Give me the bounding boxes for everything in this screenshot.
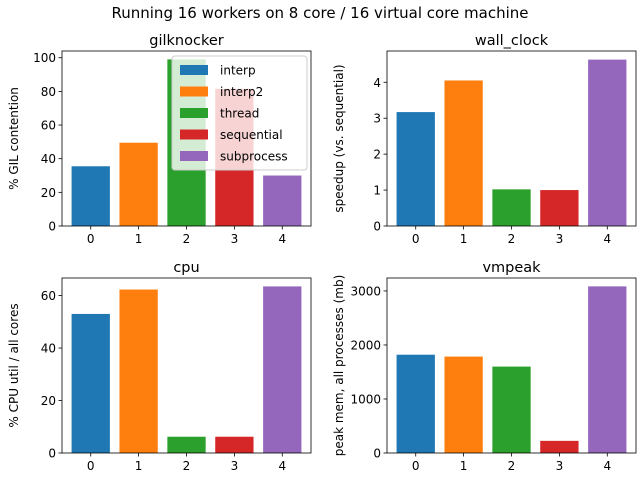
x-tick-label: 2 [183, 232, 191, 246]
bar-0 [396, 354, 435, 453]
x-tick-label: 4 [278, 459, 286, 473]
y-tick-label: 0 [373, 447, 381, 461]
x-tick-label: 0 [412, 459, 420, 473]
legend-label: interp [220, 64, 256, 78]
chart-title: wall_clock [475, 33, 549, 49]
bar-1 [444, 356, 483, 453]
y-tick-label: 1 [373, 184, 381, 198]
y-tick-label: 0 [373, 220, 381, 234]
bar-0 [396, 112, 435, 226]
legend: interp interp2 thread sequential subprocess [171, 55, 308, 171]
y-tick-label: 20 [41, 394, 56, 408]
y-tick-label: 2 [373, 148, 381, 162]
y-tick-label: 40 [41, 342, 56, 356]
chart-title: gilknocker [149, 33, 223, 49]
x-tick-label: 4 [603, 232, 611, 246]
bar-4 [263, 286, 302, 453]
y-tick-label: 100 [33, 51, 56, 65]
y-tick-label: 60 [41, 119, 56, 133]
legend-swatch [180, 86, 208, 97]
y-tick-label: 60 [41, 289, 56, 303]
legend-box [171, 55, 308, 171]
bar-3 [540, 190, 579, 226]
bar-4 [588, 59, 627, 227]
bar-1 [119, 289, 158, 453]
y-tick-label: 20 [41, 186, 56, 200]
y-axis-label: % GIL contention [7, 87, 21, 190]
x-tick-label: 0 [87, 232, 95, 246]
legend-label: subprocess [220, 150, 288, 164]
legend-swatch [180, 129, 208, 140]
x-tick-label: 1 [460, 232, 468, 246]
chart-title: vmpeak [482, 260, 541, 276]
x-tick-label: 0 [87, 459, 95, 473]
y-axis-label: speedup (vs. sequential) [332, 64, 346, 212]
bar-0 [71, 313, 110, 453]
y-axis-label: % CPU util / all cores [7, 303, 21, 427]
y-axis-label: peak mem, all processes (mb) [332, 275, 346, 457]
bar-2 [492, 366, 531, 453]
x-tick-label: 3 [556, 459, 564, 473]
legend-label: sequential [220, 128, 283, 142]
y-tick-label: 0 [48, 447, 56, 461]
bar-4 [263, 175, 302, 226]
y-tick-label: 2000 [350, 338, 381, 352]
bar-1 [444, 80, 483, 226]
x-tick-label: 2 [183, 459, 191, 473]
x-tick-label: 3 [556, 232, 564, 246]
y-tick-label: 3000 [350, 284, 381, 298]
x-tick-label: 2 [508, 459, 516, 473]
bar-2 [167, 436, 206, 453]
y-tick-label: 3 [373, 112, 381, 126]
y-tick-label: 80 [41, 85, 56, 99]
x-tick-label: 4 [278, 232, 286, 246]
legend-swatch [180, 65, 208, 75]
x-tick-label: 3 [231, 459, 239, 473]
bar-3 [540, 440, 579, 453]
x-tick-label: 1 [135, 232, 143, 246]
bar-3 [215, 436, 254, 453]
bar-1 [119, 142, 158, 226]
figure-title: Running 16 workers on 8 core / 16 virtua… [112, 4, 529, 22]
x-tick-label: 0 [412, 232, 420, 246]
legend-label: thread [220, 107, 259, 121]
bar-4 [588, 286, 627, 453]
legend-label: interp2 [220, 85, 263, 99]
chart-title: cpu [173, 260, 199, 276]
legend-swatch [180, 108, 208, 118]
x-tick-label: 1 [135, 459, 143, 473]
x-tick-label: 1 [460, 459, 468, 473]
chart-vmpeak: 0 1 2 3 4 0 1000 2000 3000 vmpeak peak mem, all pr… [332, 260, 637, 473]
y-tick-label: 40 [41, 152, 56, 166]
bar-2 [492, 189, 531, 226]
bar-0 [71, 166, 110, 226]
x-tick-label: 3 [231, 232, 239, 246]
x-tick-label: 2 [508, 232, 516, 246]
x-tick-label: 4 [603, 459, 611, 473]
y-tick-label: 4 [373, 76, 381, 90]
legend-swatch [180, 151, 208, 161]
y-tick-label: 0 [48, 220, 56, 234]
y-tick-label: 1000 [350, 392, 381, 406]
